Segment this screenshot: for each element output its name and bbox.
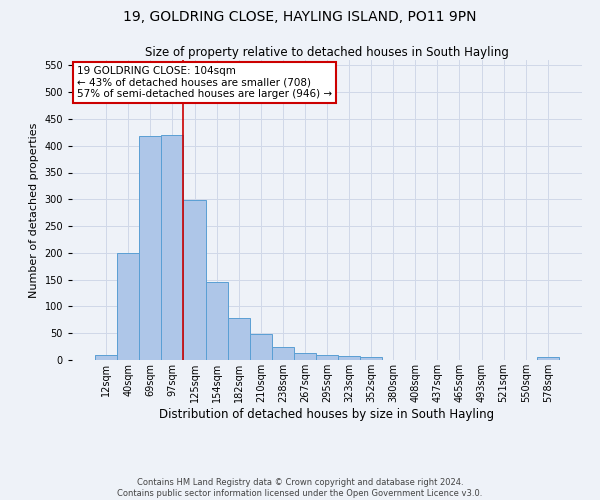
X-axis label: Distribution of detached houses by size in South Hayling: Distribution of detached houses by size … (160, 408, 494, 420)
Bar (117, 253, 139, 360)
Bar (537, 358, 559, 360)
Bar (161, 135, 184, 360)
Text: 19 GOLDRING CLOSE: 104sqm
← 43% of detached houses are smaller (708)
57% of semi: 19 GOLDRING CLOSE: 104sqm ← 43% of detac… (77, 66, 332, 99)
Text: Contains HM Land Registry data © Crown copyright and database right 2024.
Contai: Contains HM Land Registry data © Crown c… (118, 478, 482, 498)
Bar (227, 318, 250, 360)
Bar (139, 136, 161, 360)
Bar (184, 200, 206, 360)
Bar (95, 354, 117, 360)
Bar (272, 346, 294, 360)
Bar (250, 334, 272, 360)
Text: 19, GOLDRING CLOSE, HAYLING ISLAND, PO11 9PN: 19, GOLDRING CLOSE, HAYLING ISLAND, PO11… (123, 10, 477, 24)
Bar (294, 353, 316, 360)
Y-axis label: Number of detached properties: Number of detached properties (29, 122, 39, 298)
Bar (360, 357, 382, 360)
Title: Size of property relative to detached houses in South Hayling: Size of property relative to detached ho… (145, 46, 509, 59)
Bar (316, 354, 338, 360)
Bar (206, 282, 227, 360)
Bar (338, 356, 360, 360)
